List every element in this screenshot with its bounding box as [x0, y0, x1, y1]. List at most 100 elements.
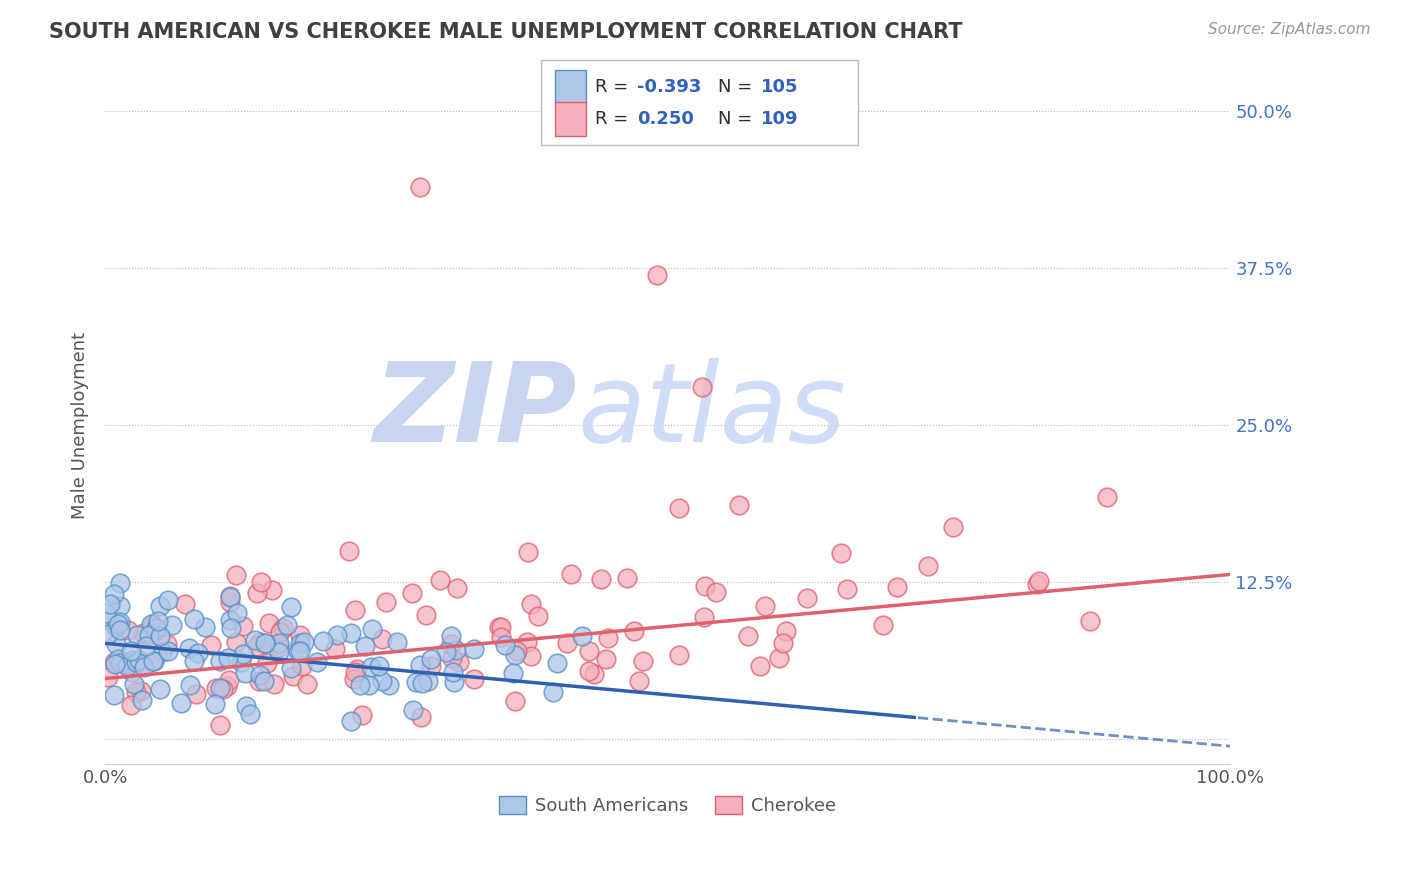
Text: 105: 105 — [761, 78, 799, 96]
Point — [121, 665, 143, 679]
Point — [219, 613, 242, 627]
Point — [287, 644, 309, 658]
Point — [520, 648, 543, 663]
Point — [218, 589, 240, 603]
Point — [668, 500, 690, 515]
Point — [108, 615, 131, 629]
Point — [103, 587, 125, 601]
Point — [194, 620, 217, 634]
Point — [145, 621, 167, 635]
Point — [135, 639, 157, 653]
Point — [184, 687, 207, 701]
Point — [132, 626, 155, 640]
Point — [125, 628, 148, 642]
Point — [142, 654, 165, 668]
Point — [555, 636, 578, 650]
Legend: South Americans, Cherokee: South Americans, Cherokee — [492, 789, 844, 822]
Point — [253, 635, 276, 649]
Point — [546, 656, 568, 670]
Point — [246, 639, 269, 653]
Point — [112, 655, 135, 669]
Point — [704, 585, 727, 599]
Point — [177, 641, 200, 656]
Text: -0.393: -0.393 — [637, 78, 702, 96]
Point — [208, 718, 231, 732]
Point — [141, 617, 163, 632]
Point — [343, 665, 366, 680]
Point — [112, 657, 135, 671]
Point — [560, 567, 582, 582]
Point — [346, 662, 368, 676]
Point — [408, 658, 430, 673]
Point — [280, 600, 302, 615]
Point — [323, 642, 346, 657]
Point — [583, 667, 606, 681]
Point — [232, 619, 254, 633]
Point — [150, 645, 173, 659]
Point — [280, 660, 302, 674]
Point — [94, 606, 117, 620]
Point — [129, 684, 152, 698]
Point — [263, 677, 285, 691]
Point — [415, 607, 437, 622]
Point — [250, 574, 273, 589]
Point — [444, 642, 467, 657]
Point — [1028, 574, 1050, 588]
Point — [108, 656, 131, 670]
Point — [148, 629, 170, 643]
Text: N =: N = — [718, 78, 758, 96]
Point — [218, 594, 240, 608]
Point — [218, 673, 240, 687]
Point — [419, 652, 441, 666]
Point — [598, 631, 620, 645]
Text: Source: ZipAtlas.com: Source: ZipAtlas.com — [1208, 22, 1371, 37]
Point — [115, 659, 138, 673]
Point — [360, 623, 382, 637]
Point — [117, 624, 139, 638]
Point — [1095, 490, 1118, 504]
Point — [872, 618, 894, 632]
Point — [288, 644, 311, 658]
Text: ZIP: ZIP — [374, 358, 578, 465]
Point — [107, 617, 129, 632]
Point — [108, 599, 131, 613]
Point — [775, 624, 797, 638]
Point — [179, 678, 201, 692]
Point — [411, 676, 433, 690]
Point — [97, 626, 120, 640]
Point — [120, 698, 142, 713]
Point — [343, 672, 366, 686]
Point — [693, 610, 716, 624]
Point — [131, 693, 153, 707]
Point — [103, 656, 125, 670]
Text: 109: 109 — [761, 110, 799, 128]
Point — [754, 599, 776, 613]
Point — [340, 626, 363, 640]
Point — [254, 636, 277, 650]
Point — [402, 703, 425, 717]
Point — [668, 648, 690, 662]
Point — [269, 640, 291, 654]
Point — [108, 576, 131, 591]
Point — [149, 682, 172, 697]
Point — [768, 650, 790, 665]
Point — [105, 620, 128, 634]
Point — [578, 644, 600, 658]
Point — [108, 623, 131, 637]
Point — [527, 608, 550, 623]
Point — [371, 673, 394, 688]
Text: R =: R = — [595, 110, 640, 128]
Point — [595, 652, 617, 666]
Point — [503, 694, 526, 708]
Point — [502, 666, 524, 681]
Point — [231, 655, 253, 669]
Point — [405, 674, 427, 689]
Point — [360, 660, 382, 674]
Point — [288, 636, 311, 650]
Point — [503, 648, 526, 663]
Point — [156, 644, 179, 658]
Point — [645, 268, 668, 282]
Point — [225, 567, 247, 582]
Point — [122, 677, 145, 691]
Point — [149, 599, 172, 613]
